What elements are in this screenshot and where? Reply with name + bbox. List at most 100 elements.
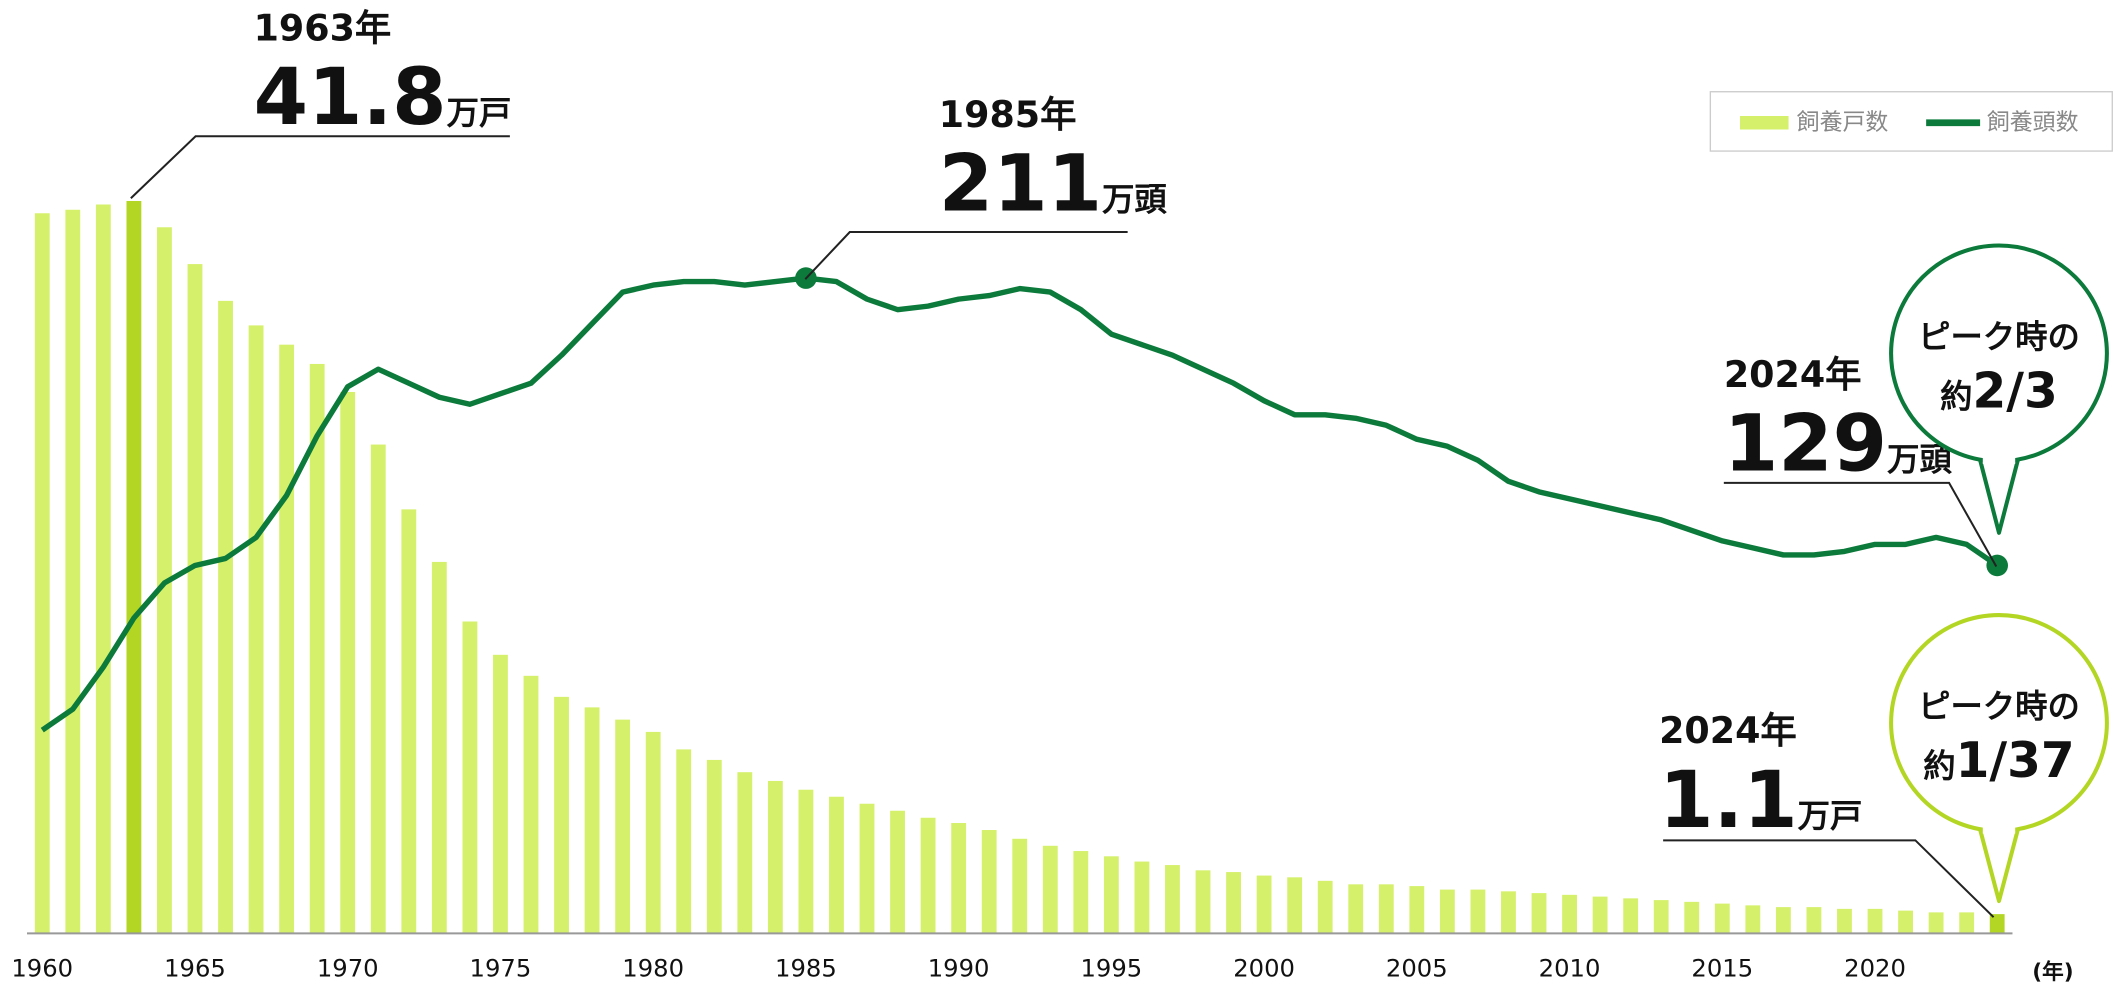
value: 1.1 [1659, 755, 1798, 846]
bar [1684, 901, 1700, 934]
bar [1042, 845, 1058, 934]
leader-line [804, 230, 1128, 280]
bar [1103, 856, 1119, 934]
x-tick-label: 2015 [1691, 954, 1753, 983]
legend: 飼養戸数 飼養頭数 [1709, 91, 2113, 152]
bar [218, 300, 233, 934]
x-tick-label: 2010 [1539, 954, 1601, 983]
bar [798, 789, 814, 934]
bar [1439, 889, 1455, 934]
bar [1959, 912, 1975, 934]
bar [340, 391, 356, 934]
bar [1012, 838, 1028, 934]
ratio: 2/3 [1973, 363, 2058, 419]
bar [981, 830, 997, 934]
bar [951, 823, 967, 934]
line [40, 275, 1999, 733]
bar [1470, 889, 1486, 934]
bar [767, 780, 783, 934]
bar [1409, 886, 1425, 934]
bar [1989, 914, 2005, 934]
legend-swatch [1740, 116, 1789, 130]
callout-cover [1982, 822, 2016, 834]
bar [462, 621, 478, 934]
bar [493, 654, 508, 934]
bar [34, 213, 50, 934]
unit: 万頭 [1102, 180, 1167, 218]
bar [1165, 865, 1180, 934]
bar [1073, 851, 1089, 934]
bar [554, 696, 569, 934]
bar [126, 201, 142, 934]
bar [1256, 875, 1272, 934]
unit: 万戸 [1798, 797, 1863, 835]
bar [1928, 912, 1944, 934]
annotation-year: 1963年 [254, 6, 392, 49]
bar [706, 759, 722, 934]
bar [309, 363, 325, 934]
bar [1501, 891, 1516, 934]
bar [890, 810, 905, 934]
x-tick-label: 1965 [164, 954, 226, 983]
bar [95, 204, 111, 934]
leader-line [1723, 481, 1998, 568]
bar [1775, 907, 1791, 934]
bar [1562, 894, 1577, 934]
bar [431, 561, 447, 934]
bar [1653, 900, 1669, 934]
bar [370, 444, 386, 934]
leader-line [1663, 839, 1995, 918]
bar [615, 719, 631, 934]
callout-text: ピーク時の [1918, 318, 2080, 356]
bar [187, 264, 203, 934]
x-tick-label: 2005 [1386, 954, 1448, 983]
callout-text: 約2/3 [1940, 363, 2058, 419]
annotation-value: 129万頭 [1724, 399, 1953, 490]
callout-cover [1982, 453, 2016, 464]
bar [1378, 884, 1394, 934]
x-tick-label: 2000 [1233, 954, 1295, 983]
bar [645, 731, 661, 934]
bar [523, 675, 539, 934]
x-axis-label: (年) [2032, 959, 2073, 985]
value: 41.8 [254, 52, 447, 143]
x-tick-label: 1970 [317, 954, 379, 983]
x-tick-label: 1990 [928, 954, 990, 983]
annotation-value: 211万頭 [939, 138, 1168, 229]
bar [829, 796, 844, 934]
bar [920, 817, 936, 934]
value: 129 [1724, 399, 1887, 490]
bar [1134, 861, 1150, 934]
bar [1226, 872, 1241, 934]
bar [1623, 898, 1639, 934]
bar [248, 325, 264, 934]
bar [1867, 908, 1883, 934]
prefix: 約 [1940, 377, 1972, 415]
x-tick-label: 1985 [775, 954, 837, 983]
bar [1531, 893, 1547, 934]
bar [584, 707, 600, 934]
bar [737, 772, 753, 934]
bar [676, 749, 692, 934]
legend-label: 飼養頭数 [1987, 109, 2079, 135]
bar [1806, 907, 1822, 934]
x-tick-label: 1995 [1080, 954, 1142, 983]
callout-text: ピーク時の [1918, 688, 2080, 726]
bar [1745, 905, 1761, 934]
bar [401, 509, 417, 934]
leader-line [130, 135, 510, 200]
unit: 万戸 [447, 94, 512, 132]
x-tick-label: 1975 [470, 954, 532, 983]
value: 211 [939, 138, 1102, 229]
legend-label: 飼養戸数 [1797, 109, 1889, 135]
ratio: 1/37 [1956, 733, 2075, 789]
x-tick-label: 1960 [11, 954, 73, 983]
callout-text: 約1/37 [1923, 733, 2074, 789]
annotation-value: 41.8万戸 [254, 52, 512, 143]
bar [1195, 870, 1211, 934]
annotation-year: 1985年 [939, 93, 1077, 136]
